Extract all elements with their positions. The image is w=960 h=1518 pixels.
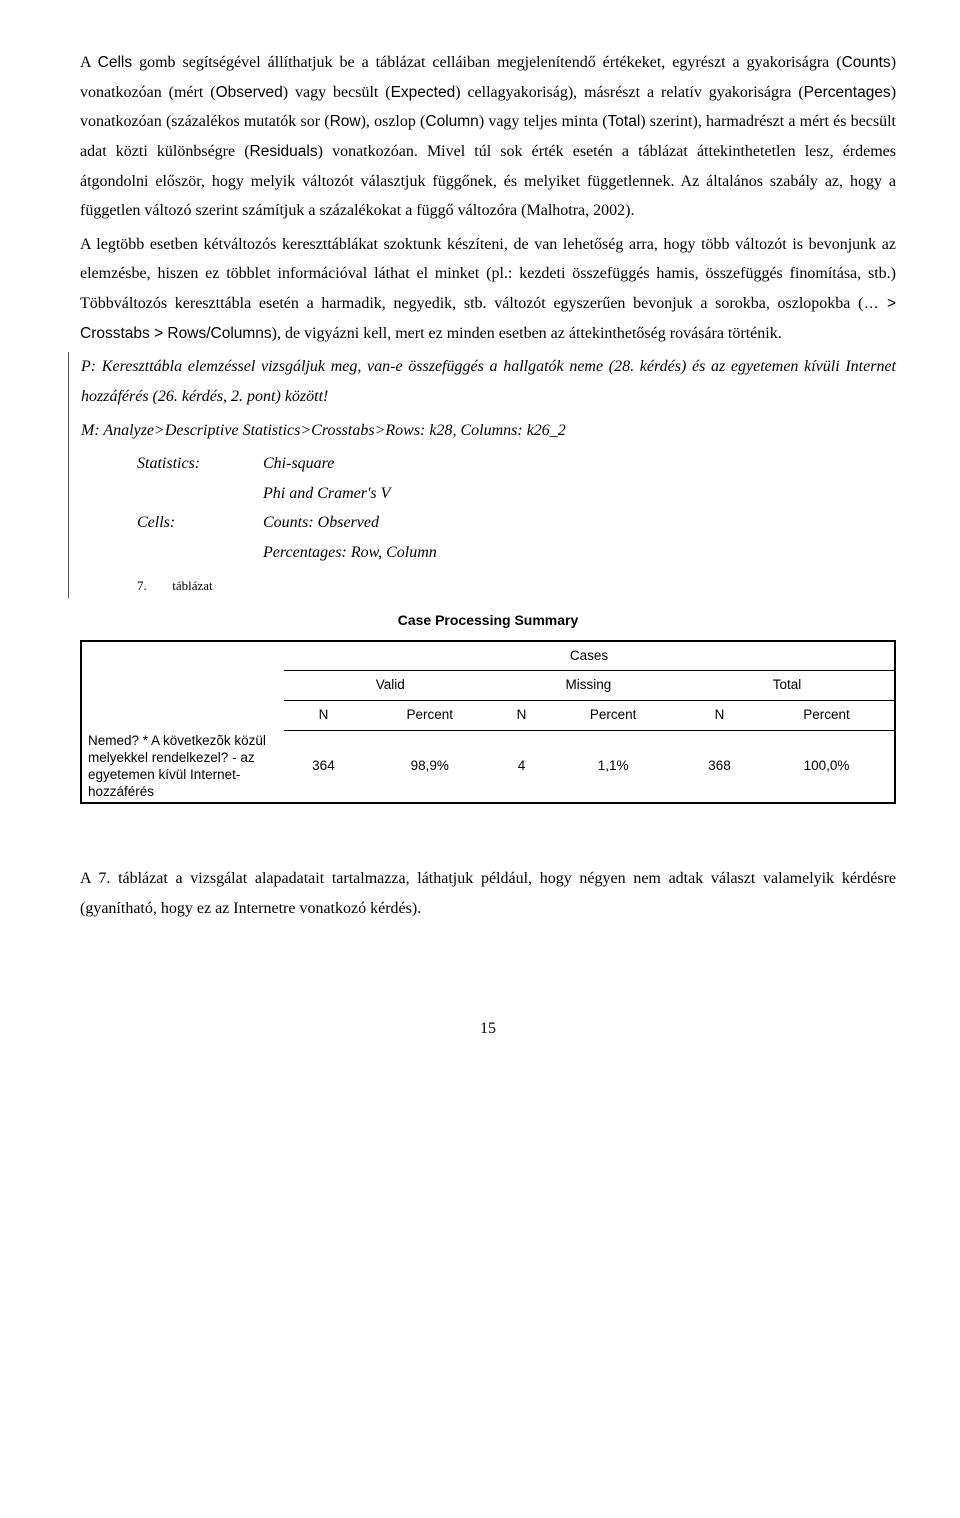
col-missing: Missing <box>497 671 680 701</box>
m-instruction: M: Analyze>Descriptive Statistics>Crosst… <box>81 416 896 446</box>
page-number: 15 <box>80 1014 896 1044</box>
statistics-label: Statistics: <box>137 449 263 479</box>
paragraph-1: A Cells gomb segítségével állíthatjuk be… <box>80 48 896 226</box>
cell-total-pct: 100,0% <box>759 731 895 804</box>
table-caption-num: 7. <box>137 574 169 598</box>
cell-missing-pct: 1,1% <box>546 731 680 804</box>
paragraph-2: A legtöbb esetben kétváltozós kereszttáb… <box>80 230 896 349</box>
col-valid-n: N <box>284 701 363 731</box>
table-row-label: Nemed? * A következõk közül melyekkel re… <box>81 731 284 804</box>
col-total: Total <box>680 671 895 701</box>
col-total-n: N <box>680 701 759 731</box>
col-valid: Valid <box>284 671 497 701</box>
cell-valid-pct: 98,9% <box>363 731 497 804</box>
col-valid-pct: Percent <box>363 701 497 731</box>
cell-valid-n: 364 <box>284 731 363 804</box>
paragraph-3: A 7. táblázat a vizsgálat alapadatait ta… <box>80 864 896 923</box>
table-rowhead-blank <box>81 641 284 731</box>
table-title: Case Processing Summary <box>80 608 896 634</box>
col-total-pct: Percent <box>759 701 895 731</box>
col-missing-pct: Percent <box>546 701 680 731</box>
statistics-value-2: Phi and Cramer's V <box>263 479 896 509</box>
cells-label: Cells: <box>137 508 263 538</box>
table-caption-text: táblázat <box>172 578 212 593</box>
cell-missing-n: 4 <box>497 731 547 804</box>
cells-value-2: Percentages: Row, Column <box>263 538 896 568</box>
col-missing-n: N <box>497 701 547 731</box>
p-instruction: P: Kereszttábla elemzéssel vizsgáljuk me… <box>81 352 896 411</box>
cells-value-1: Counts: Observed <box>263 508 896 538</box>
statistics-value-1: Chi-square <box>263 449 896 479</box>
cell-total-n: 368 <box>680 731 759 804</box>
case-processing-summary-table: Cases Valid Missing Total N Percent N Pe… <box>80 640 896 805</box>
table-group-cases: Cases <box>284 641 895 671</box>
